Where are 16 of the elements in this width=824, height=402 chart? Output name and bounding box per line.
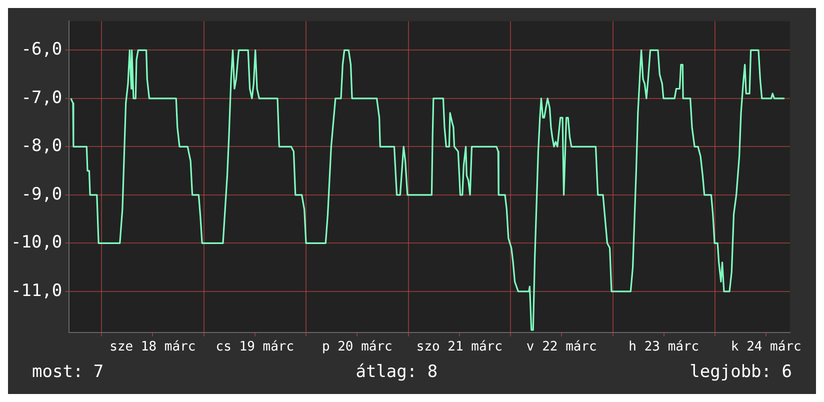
x-tick-label: cs 19 márc xyxy=(216,340,294,355)
x-tick-label: v 22 márc xyxy=(526,340,597,355)
y-tick-label: -6,0 xyxy=(21,40,62,60)
y-tick-label: -10,0 xyxy=(10,232,62,253)
x-tick-label: h 23 márc xyxy=(628,340,700,355)
x-tick-label: p 20 márc xyxy=(322,340,392,355)
text: átlag: 8 xyxy=(356,362,438,382)
text: most: 7 xyxy=(32,362,104,382)
y-tick-label: -7,0 xyxy=(21,88,62,108)
x-tick-label: k 24 márc xyxy=(730,340,802,355)
y-tick-label: -8,0 xyxy=(21,136,62,156)
x-tick-label: sze 18 márc xyxy=(110,340,196,355)
text: legjobb: 6 xyxy=(690,362,792,382)
x-tick-label: szo 21 márc xyxy=(416,340,502,355)
y-tick-label: -11,0 xyxy=(10,280,62,301)
y-tick-label: -9,0 xyxy=(21,184,62,204)
